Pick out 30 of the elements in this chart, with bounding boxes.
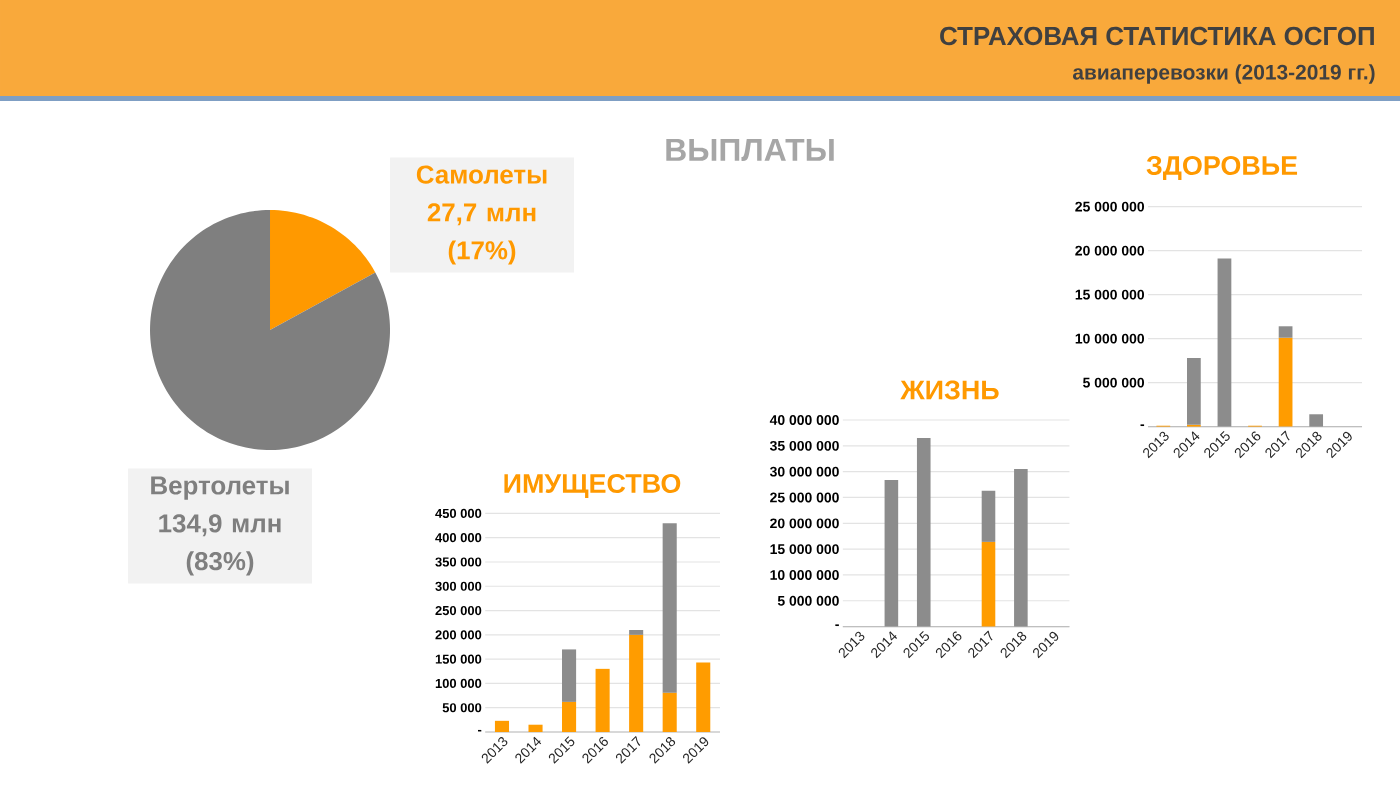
bar [595, 668, 610, 732]
bar [1217, 258, 1232, 427]
slice-label: Самолеты [416, 165, 547, 184]
bar [662, 523, 677, 693]
text: СТРАХОВАЯ СТАТИСТИКА ОСГОП [940, 26, 1374, 46]
data-label: 134,9 млн (83%) [159, 514, 281, 576]
bar [1187, 357, 1201, 425]
slice-label: Вертолеты [151, 476, 289, 500]
bar [884, 479, 899, 627]
bar [662, 692, 677, 732]
chart-title: ИМУЩЕСТВО [504, 473, 681, 499]
bar [1309, 414, 1324, 427]
bar [562, 649, 577, 702]
bar [1278, 337, 1293, 427]
bar [696, 662, 711, 732]
chart-title: ЗДОРОВЬЕ [1146, 155, 1298, 181]
bar [981, 490, 996, 542]
text: ВЫПЛАТЫ [666, 138, 834, 162]
bar [629, 634, 644, 732]
text: авиаперевозки (2013-2019 гг.) [1072, 64, 1375, 84]
bar [528, 724, 543, 732]
bar [1278, 326, 1293, 338]
bar [562, 701, 577, 732]
bar [916, 438, 931, 627]
chart-title: ЖИЗНЬ [900, 380, 999, 400]
bar [629, 629, 644, 635]
bar [981, 541, 996, 627]
bar [1014, 469, 1028, 627]
bar [494, 720, 510, 732]
data-label: 27,7 млн (17%) [427, 203, 536, 265]
